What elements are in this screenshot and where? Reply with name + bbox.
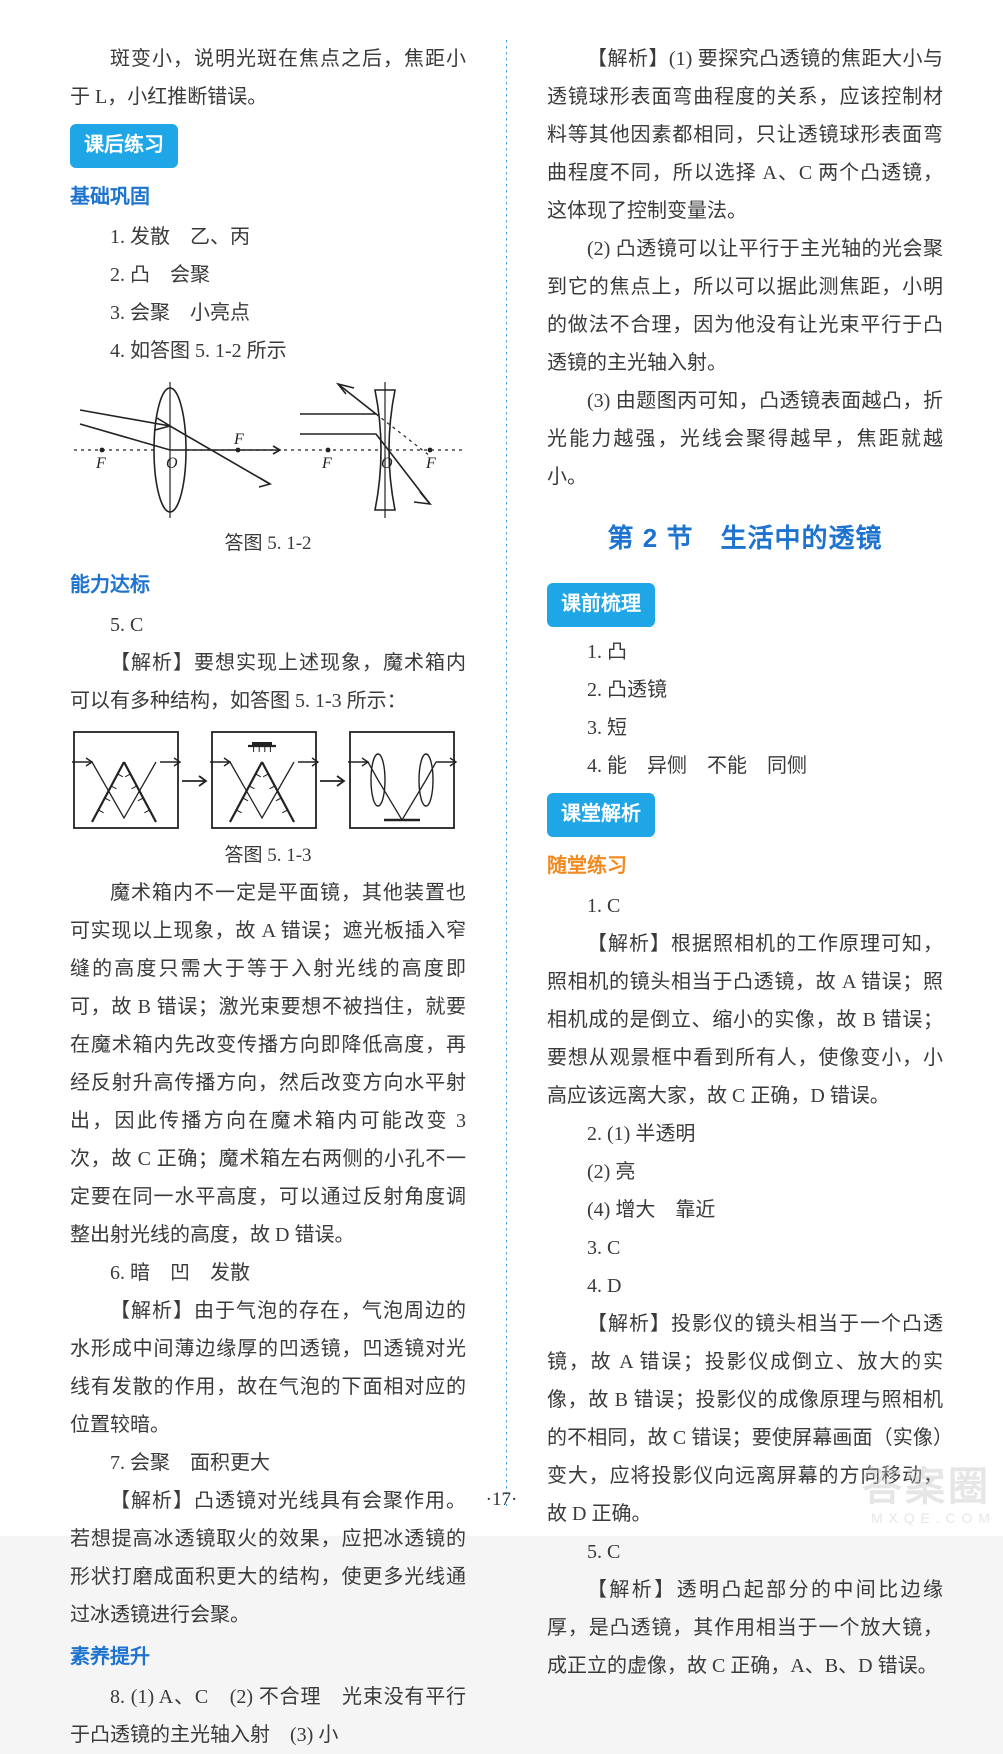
q8: 8. (1) A、C (2) 不合理 光束没有平行于凸透镜的主光轴入射 (3) … xyxy=(70,1678,466,1754)
pre-q2: 2. 凸透镜 xyxy=(547,671,943,709)
p4: 4. D xyxy=(547,1267,943,1305)
pre-q4: 4. 能 异侧 不能 同侧 xyxy=(547,747,943,785)
subhead-literacy: 素养提升 xyxy=(70,1638,466,1676)
svg-text:F: F xyxy=(233,431,244,448)
page: 斑变小，说明光斑在焦点之后，焦距小于 L，小红推断错误。 课后练习 基础巩固 1… xyxy=(0,0,1003,1536)
lens-diagram-svg: F O F F O F xyxy=(70,376,470,524)
q8-exp-p1: 【解析】(1) 要探究凸透镜的焦距大小与透镜球形表面弯曲程度的关系，应该控制材料… xyxy=(547,40,943,230)
q5-explain-intro: 【解析】要想实现上述现象，魔术箱内可以有多种结构，如答图 5. 1-3 所示： xyxy=(70,644,466,720)
pre-q3: 3. 短 xyxy=(547,709,943,747)
p2c: (4) 增大 靠近 xyxy=(547,1191,943,1229)
section-2-title: 第 2 节 生活中的透镜 xyxy=(547,514,943,563)
p2a: 2. (1) 半透明 xyxy=(547,1115,943,1153)
svg-text:O: O xyxy=(166,455,178,472)
figure-5-1-3 xyxy=(70,726,466,836)
p3: 3. C xyxy=(547,1229,943,1267)
column-divider xyxy=(506,40,507,1506)
svg-text:F: F xyxy=(321,455,332,472)
svg-text:F: F xyxy=(425,455,436,472)
pill-preclass: 课前梳理 xyxy=(547,583,655,627)
q5: 5. C xyxy=(70,606,466,644)
svg-text:F: F xyxy=(95,455,106,472)
subhead-practice: 随堂练习 xyxy=(547,847,943,885)
pre-q1: 1. 凸 xyxy=(547,633,943,671)
figure-5-1-2: F O F F O F xyxy=(70,376,466,524)
right-column: 【解析】(1) 要探究凸透镜的焦距大小与透镜球形表面弯曲程度的关系，应该控制材料… xyxy=(547,40,943,1506)
page-number: ·17· xyxy=(0,1482,1003,1518)
p2b: (2) 亮 xyxy=(547,1153,943,1191)
subhead-basic: 基础巩固 xyxy=(70,178,466,216)
p5-explain: 【解析】透明凸起部分的中间比边缘厚，是凸透镜，其作用相当于一个放大镜，成正立的虚… xyxy=(547,1571,943,1685)
figure-caption-1: 答图 5. 1-2 xyxy=(70,526,466,562)
basic-q3: 3. 会聚 小亮点 xyxy=(70,294,466,332)
pill-class: 课堂解析 xyxy=(547,793,655,837)
basic-q4: 4. 如答图 5. 1-2 所示 xyxy=(70,332,466,370)
watermark: 答案圈 M X Q E . C O M xyxy=(862,1464,991,1526)
q6-explain: 【解析】由于气泡的存在，气泡周边的水形成中间薄边缘厚的凹透镜，凹透镜对光线有发散… xyxy=(70,1292,466,1444)
q6: 6. 暗 凹 发散 xyxy=(70,1254,466,1292)
q8-exp-p3: (3) 由题图丙可知，凸透镜表面越凸，折光能力越强，光线会聚得越早，焦距就越小。 xyxy=(547,382,943,496)
watermark-text: 答案圈 xyxy=(862,1464,991,1510)
p1: 1. C xyxy=(547,887,943,925)
pill-afterclass: 课后练习 xyxy=(70,124,178,168)
subhead-ability: 能力达标 xyxy=(70,566,466,604)
figure-caption-2: 答图 5. 1-3 xyxy=(70,838,466,874)
basic-q2: 2. 凸 会聚 xyxy=(70,256,466,294)
p5: 5. C xyxy=(547,1533,943,1571)
q7: 7. 会聚 面积更大 xyxy=(70,1444,466,1482)
basic-q1: 1. 发散 乙、丙 xyxy=(70,218,466,256)
q8-exp-p2: (2) 凸透镜可以让平行于主光轴的光会聚到它的焦点上，所以可以据此测焦距，小明的… xyxy=(547,230,943,382)
intro-text: 斑变小，说明光斑在焦点之后，焦距小于 L，小红推断错误。 xyxy=(70,40,466,116)
svg-text:O: O xyxy=(381,455,393,472)
q5-explain-body: 魔术箱内不一定是平面镜，其他装置也可实现以上现象，故 A 错误；遮光板插入窄缝的… xyxy=(70,874,466,1254)
left-column: 斑变小，说明光斑在焦点之后，焦距小于 L，小红推断错误。 课后练习 基础巩固 1… xyxy=(70,40,466,1506)
watermark-url: M X Q E . C O M xyxy=(862,1510,991,1526)
magic-box-svg xyxy=(70,726,470,836)
p1-explain: 【解析】根据照相机的工作原理可知，照相机的镜头相当于凸透镜，故 A 错误；照相机… xyxy=(547,925,943,1115)
